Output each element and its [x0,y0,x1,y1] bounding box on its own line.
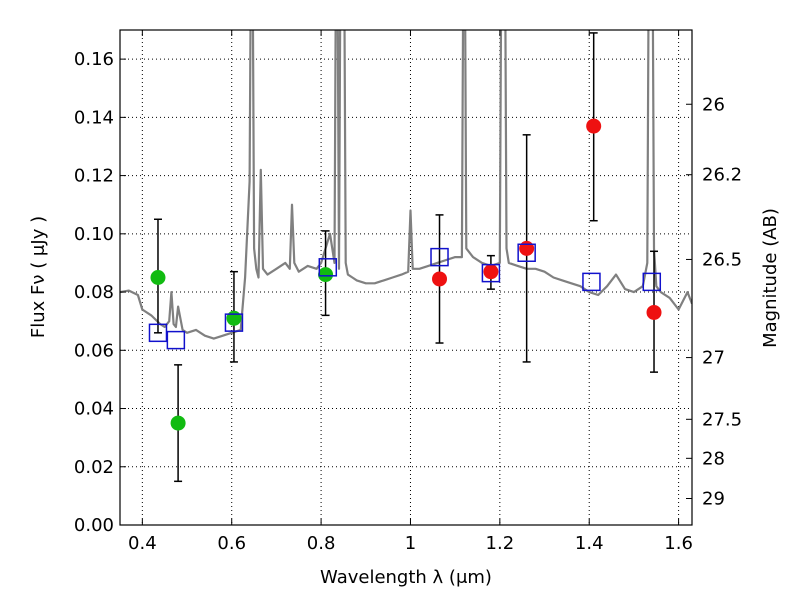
model-point [582,272,601,292]
data-marks [148,32,662,483]
y-tick-label: 0.02 [74,457,114,478]
y-tick-label: 0.06 [74,340,114,361]
y-right-tick-label: 27.5 [702,409,742,430]
red-data-point [586,118,602,134]
y-tick-label: 0.16 [74,49,114,70]
x-tick-label: 0.8 [307,533,336,554]
y-right-tick-label: 29 [702,489,725,510]
green-data-point [170,415,186,431]
x-axis-label: Wavelength λ (μm) [320,567,492,588]
spectrum-layer [120,30,692,340]
model-point [148,323,168,343]
y-tick-label: 0.00 [74,515,114,536]
grid [120,30,692,526]
x-tick-label: 1.4 [575,533,604,554]
plot-frame [119,29,693,526]
y-tick-label: 0.04 [74,399,114,420]
y-axis-right-label: Magnitude (AB) [760,208,781,348]
red-data-point [483,264,499,280]
red-data-point [432,271,448,287]
model-point [166,330,186,350]
y-axis-label: Flux Fν ( μJy ) [28,216,49,338]
model-point [481,263,501,283]
green-data-point [318,267,334,283]
model-point [224,313,244,332]
y-right-tick-label: 28 [702,448,725,469]
y-tick-label: 0.14 [74,107,114,128]
y-tick-label: 0.08 [74,282,114,303]
red-data-point [646,304,662,320]
green-data-point [150,270,166,285]
axis-ticks: 0.4 0.6 0.8 1 1.2 1.4 1.6 0.00 0.02 0.04 0.06 0.08 0… [74,30,742,554]
x-tick-label: 1.6 [664,533,693,554]
red-data-point [519,240,535,256]
model-point [642,272,662,292]
y-tick-label: 0.12 [74,166,114,187]
y-tick-label: 0.10 [74,224,114,245]
y-right-tick-label: 26.5 [702,249,742,270]
x-tick-label: 1 [405,533,416,554]
y-right-tick-label: 26 [702,94,725,115]
x-tick-label: 1.2 [486,533,515,554]
model-point [318,258,338,277]
x-tick-label: 0.4 [128,533,157,554]
model-point [517,243,536,262]
x-tick-label: 0.6 [217,533,246,554]
y-right-tick-label: 26.2 [702,165,742,186]
spectrum-line [120,30,692,340]
y-right-tick-label: 27 [702,348,725,369]
green-data-point [226,310,242,326]
model-point [430,247,449,267]
